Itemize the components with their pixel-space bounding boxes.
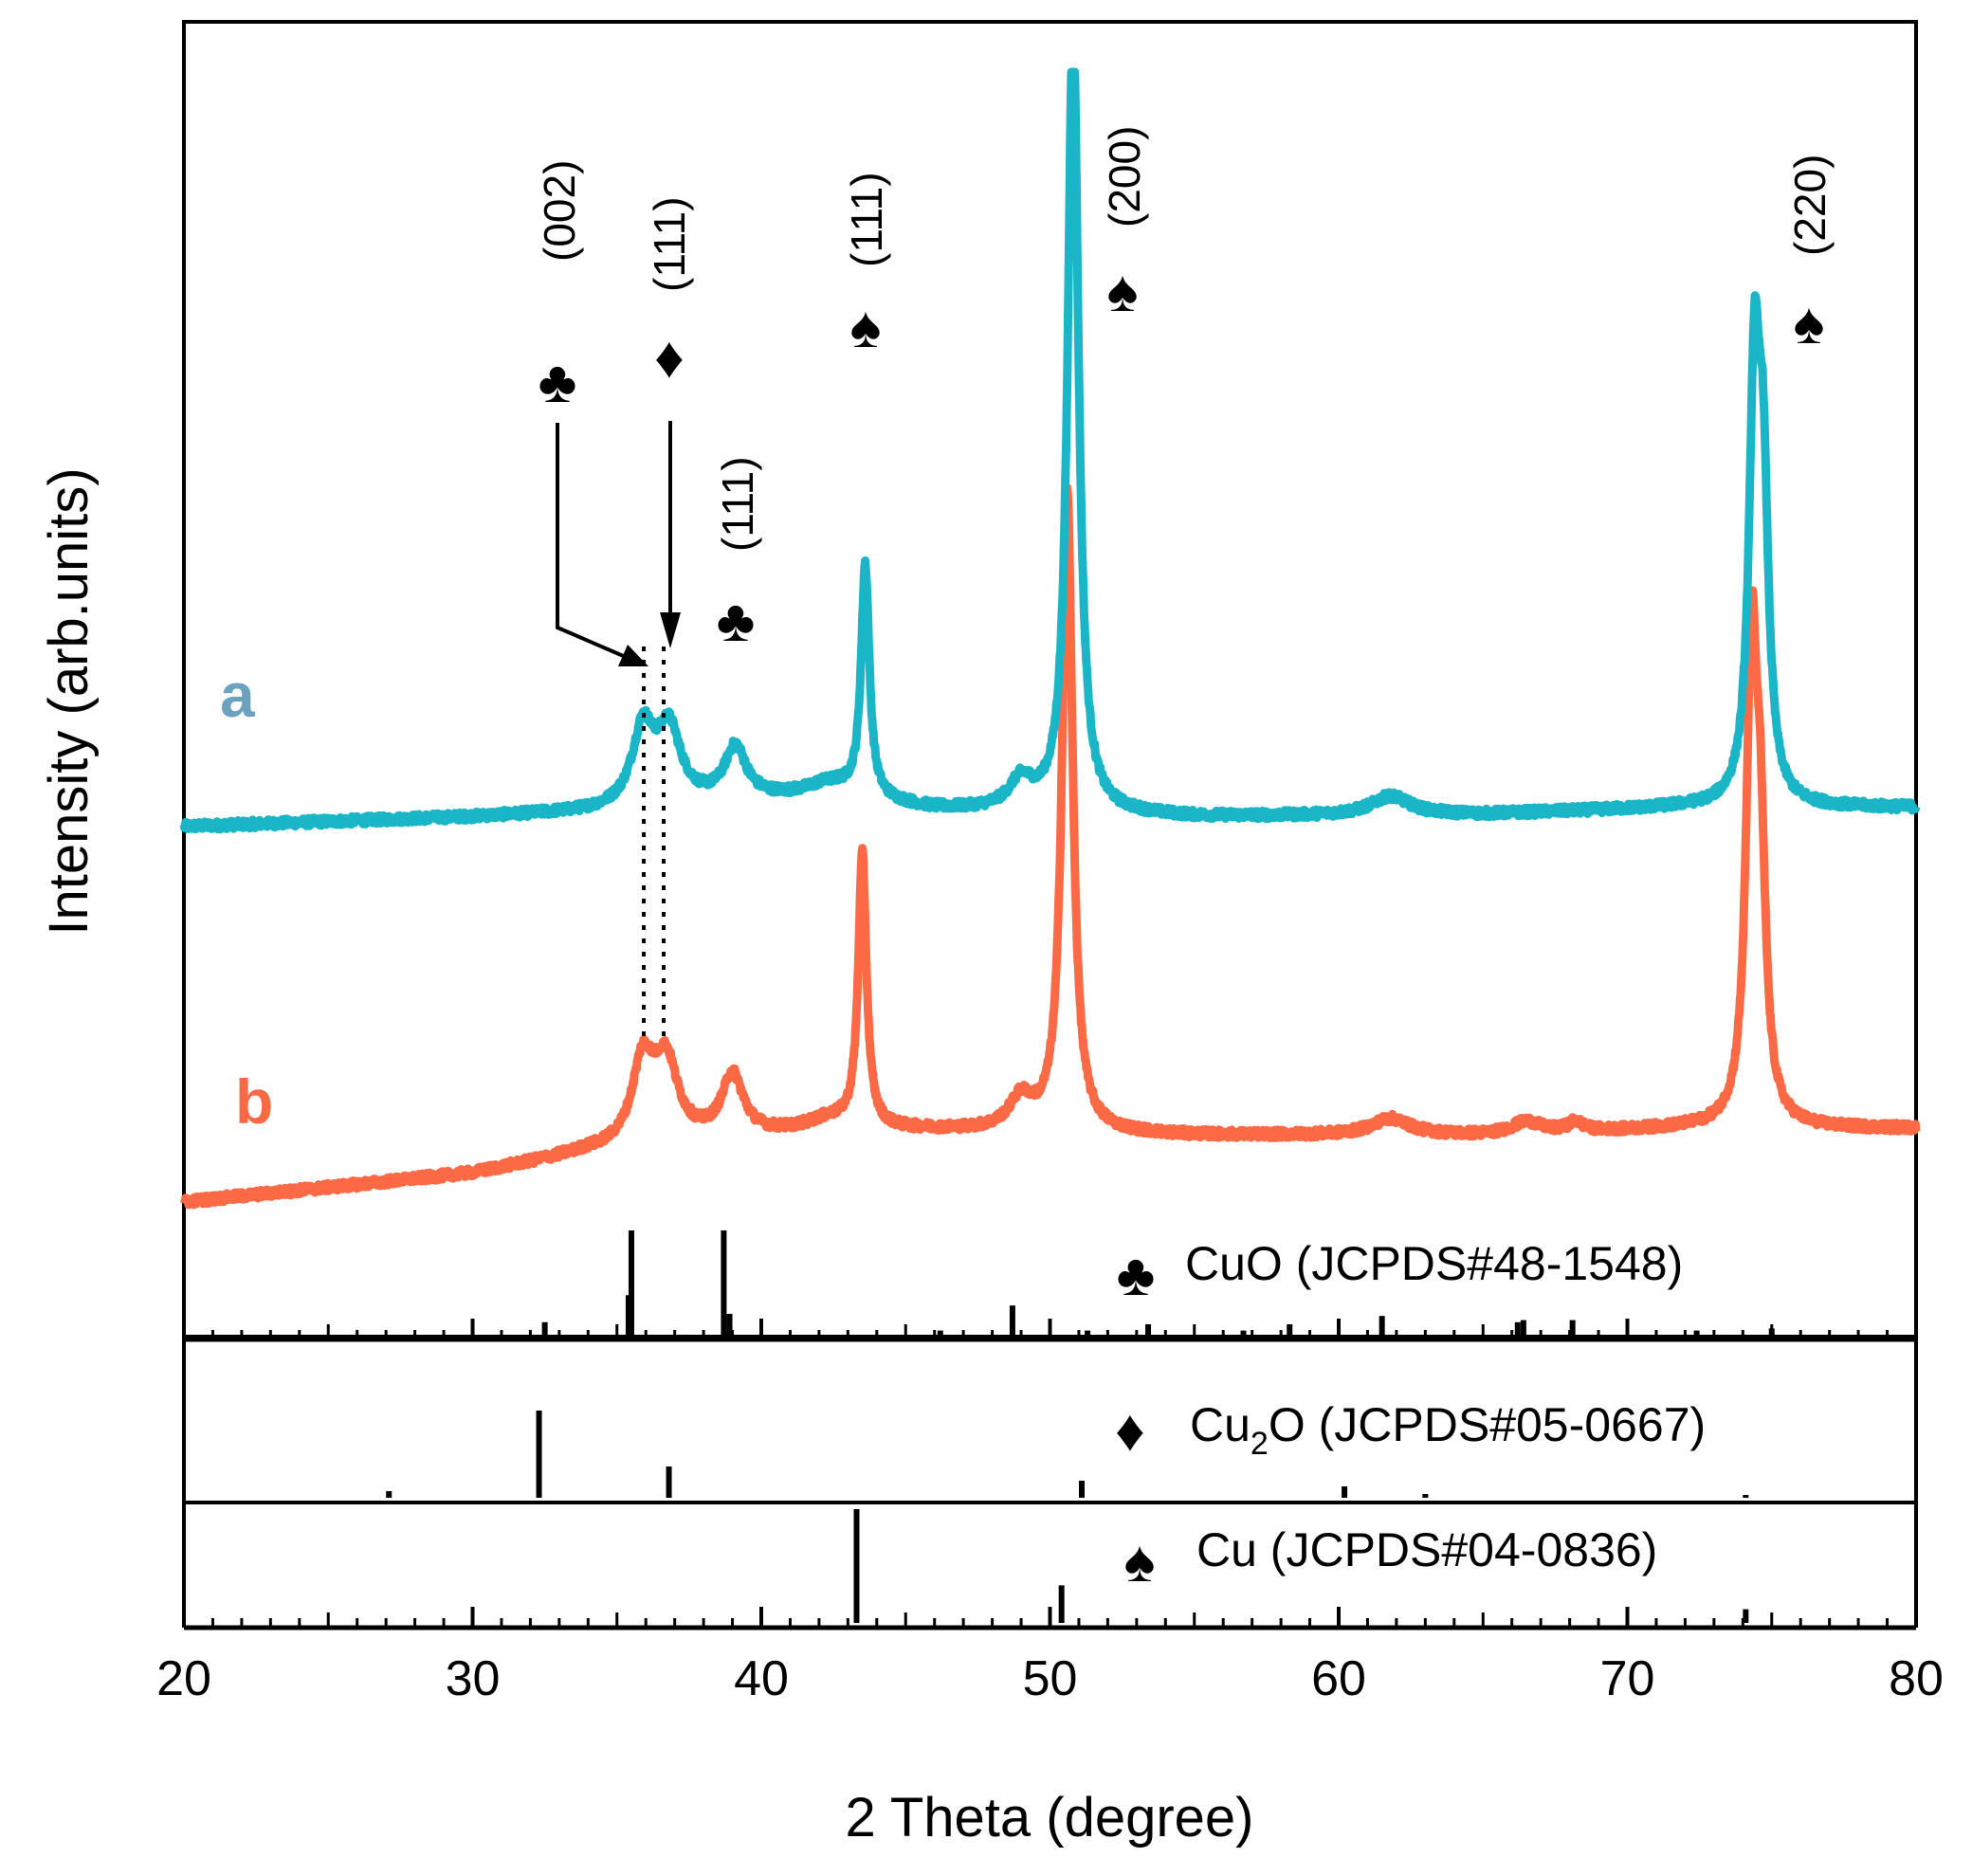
annotation-hkl-cu2o-111: (111): [645, 196, 694, 292]
annotation-hkl-cu-111: (111): [842, 172, 891, 267]
x-tick-label: 70: [1600, 1651, 1655, 1706]
cu-reference-symbol: ♠: [1124, 1529, 1156, 1594]
cuo-reference-label: CuO (JCPDS#48-1548): [1185, 1237, 1683, 1290]
annotation-symbol-cu-200: ♠: [1107, 259, 1139, 324]
annotation-symbol-cuo-002: ♣: [539, 350, 577, 415]
series-b-label: b: [235, 1066, 273, 1137]
x-tick-label: 30: [446, 1651, 501, 1706]
x-tick-label: 20: [156, 1651, 211, 1706]
series-a-label: a: [220, 660, 256, 730]
reference-lines: [386, 1230, 1775, 1623]
x-tick-label: 80: [1889, 1651, 1944, 1706]
series-a-line: [179, 67, 1921, 834]
cu2o-label-rest: O (JCPDS#05-0667): [1269, 1398, 1706, 1451]
annotation-hkl-cu-220: (220): [1785, 155, 1835, 256]
x-tick-label: 50: [1023, 1651, 1078, 1706]
annotation-symbol-cu2o-111: ♦: [654, 325, 685, 391]
annotation-hkl-cu-200: (200): [1100, 126, 1149, 228]
annotation-symbol-cuo-111: ♣: [717, 589, 756, 654]
cu2o-reference-symbol: ♦: [1115, 1398, 1145, 1464]
annotation-symbol-cu-220: ♠: [1794, 291, 1825, 356]
x-axis-title: 2 Theta (degree): [846, 1787, 1254, 1849]
cu-reference-label: Cu (JCPDS#04-0836): [1196, 1523, 1657, 1576]
annotation-hkl-cuo-002: (002): [535, 160, 584, 262]
main-plot-frame: [182, 20, 1918, 1339]
x-axis-ticks: [182, 1319, 1918, 1628]
cu2o-label-main: Cu: [1190, 1398, 1251, 1451]
annotation-symbol-cu-111: ♠: [850, 295, 882, 360]
x-tick-label: 60: [1311, 1651, 1366, 1706]
x-axis-tick-labels: 20 30 40 50 60 70 80: [156, 1651, 1944, 1706]
annotation-hkl-cuo-111: (111): [713, 456, 762, 552]
arrow-cuo-002: [556, 423, 629, 660]
cuo-reference-symbol: ♣: [1117, 1243, 1156, 1308]
arrow-head-cu2o-111: [660, 612, 681, 648]
x-tick-label: 40: [734, 1651, 789, 1706]
cu2o-reference-label: Cu2O (JCPDS#05-0667): [1190, 1398, 1706, 1462]
arrow-head-cuo-002: [618, 645, 648, 666]
y-axis-title: Intensity (arb.units): [38, 467, 100, 935]
cu2o-label-subscript: 2: [1251, 1426, 1269, 1462]
series-b-line: [180, 483, 1921, 1210]
